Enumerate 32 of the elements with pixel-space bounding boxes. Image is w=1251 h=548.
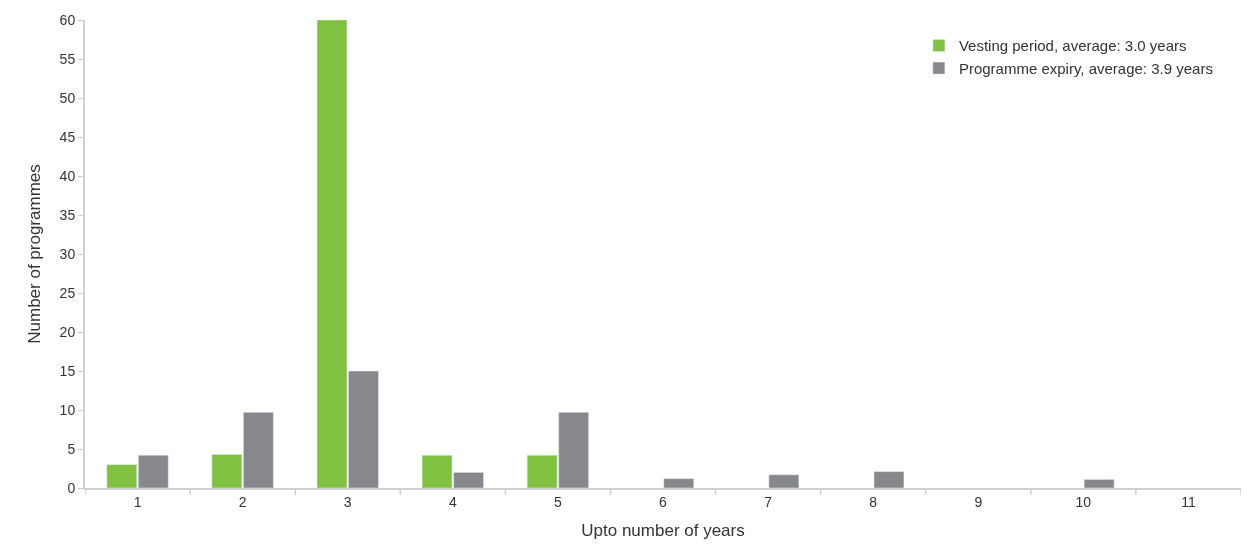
y-tick-label: 60 [59,11,76,28]
x-tick-label: 4 [448,493,457,510]
y-tick-label: 40 [59,167,76,184]
x-tick-label: 7 [764,493,773,510]
y-tick-label: 30 [59,245,76,262]
x-tick-label: 8 [869,493,878,510]
y-tick-label: 5 [67,440,76,457]
bar [1083,479,1115,488]
x-tick-label: 2 [238,493,247,510]
y-tick-label: 50 [59,89,76,106]
x-tick-label: 6 [659,493,668,510]
y-tick-label: 35 [59,206,76,223]
y-tick-label: 45 [59,128,76,145]
x-tick-label: 10 [1075,493,1092,510]
legend-label: Programme expiry, average: 3.9 years [958,59,1213,77]
x-tick-label: 5 [554,493,563,510]
y-tick-label: 25 [59,284,76,301]
bar [663,478,694,488]
y-tick-label: 0 [67,479,76,496]
y-tick-label: 10 [59,401,76,418]
bar [768,474,800,488]
y-tick-label: 20 [59,323,76,340]
y-tick-label: 15 [59,362,76,379]
legend-label: Vesting period, average: 3.0 years [958,37,1187,55]
x-tick-label: 3 [343,493,352,510]
x-tick-label: 9 [974,493,983,510]
y-tick-label: 55 [59,50,76,67]
x-tick-label: 1 [133,493,142,510]
y-axis-title: Number of programmes [24,164,44,344]
x-tick-label: 11 [1181,493,1196,510]
x-axis-title: Upto number of years [581,520,745,540]
bar [873,471,905,488]
